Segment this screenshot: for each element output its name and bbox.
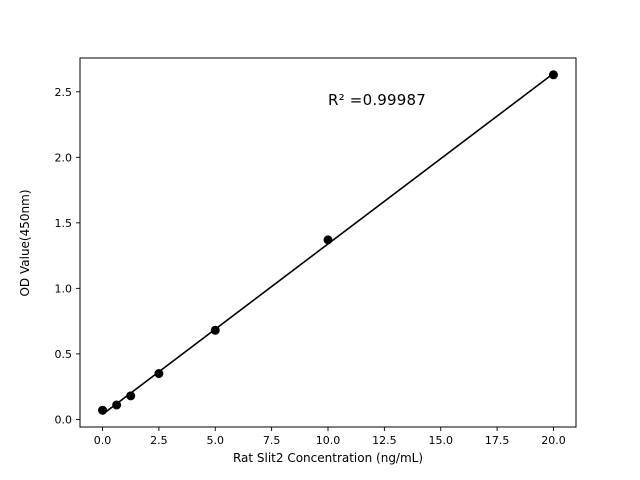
x-tick-label: 12.5 bbox=[372, 434, 397, 447]
x-tick-label: 17.5 bbox=[485, 434, 510, 447]
x-tick-label: 5.0 bbox=[207, 434, 225, 447]
x-tick-label: 0.0 bbox=[94, 434, 112, 447]
y-tick-label: 2.0 bbox=[55, 151, 73, 164]
data-point bbox=[548, 70, 558, 80]
data-point bbox=[112, 400, 122, 410]
y-axis-label: OD Value(450nm) bbox=[18, 189, 32, 297]
x-tick-label: 10.0 bbox=[316, 434, 341, 447]
x-tick-label: 15.0 bbox=[428, 434, 453, 447]
y-tick-label: 0.0 bbox=[55, 413, 73, 426]
data-point bbox=[154, 369, 164, 379]
x-tick-label: 7.5 bbox=[263, 434, 281, 447]
data-point bbox=[323, 235, 333, 245]
x-axis-label: Rat Slit2 Concentration (ng/mL) bbox=[232, 451, 424, 465]
y-tick-label: 1.5 bbox=[55, 217, 73, 230]
x-tick-label: 2.5 bbox=[150, 434, 168, 447]
y-tick-label: 2.5 bbox=[55, 86, 73, 99]
data-point bbox=[210, 325, 220, 335]
x-tick-label: 20.0 bbox=[541, 434, 566, 447]
r-squared-annotation: R² =0.99987 bbox=[328, 91, 427, 109]
data-point bbox=[98, 405, 108, 415]
data-point bbox=[126, 391, 136, 401]
y-tick-label: 0.5 bbox=[55, 348, 73, 361]
y-tick-label: 1.0 bbox=[55, 282, 73, 295]
